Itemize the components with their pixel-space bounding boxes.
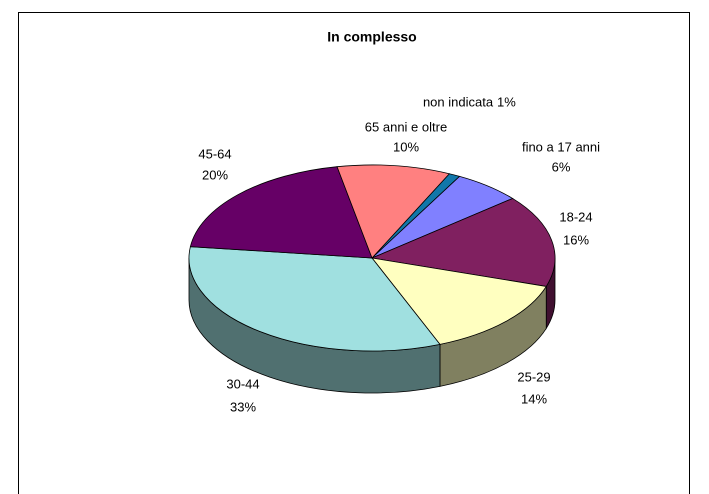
category-label: 30-44 — [226, 376, 259, 391]
slice — [189, 166, 373, 259]
slice — [370, 198, 556, 287]
value-label: 1% — [497, 94, 516, 109]
category-label: 45-64 — [198, 146, 231, 161]
slice — [371, 257, 547, 345]
value-label: 16% — [563, 232, 589, 247]
slice — [336, 164, 451, 259]
category-label: 18-24 — [559, 209, 592, 224]
category-label: 25-29 — [517, 369, 550, 384]
labels: non indicata 1% fino a 17 anni 6% 18-24 16% 25… — [198, 94, 600, 414]
category-label: fino a 17 anni — [522, 139, 600, 154]
pie — [188, 164, 556, 394]
value-label: 14% — [521, 391, 547, 406]
category-label: non indicata — [423, 94, 494, 109]
value-label: 33% — [230, 399, 256, 414]
chart-title: In complesso — [327, 29, 416, 45]
category-label: 65 anni e oltre — [365, 119, 447, 134]
value-label: 6% — [552, 159, 571, 174]
value-label: 20% — [202, 167, 228, 182]
slice — [188, 246, 441, 352]
value-label: 10% — [393, 139, 419, 154]
